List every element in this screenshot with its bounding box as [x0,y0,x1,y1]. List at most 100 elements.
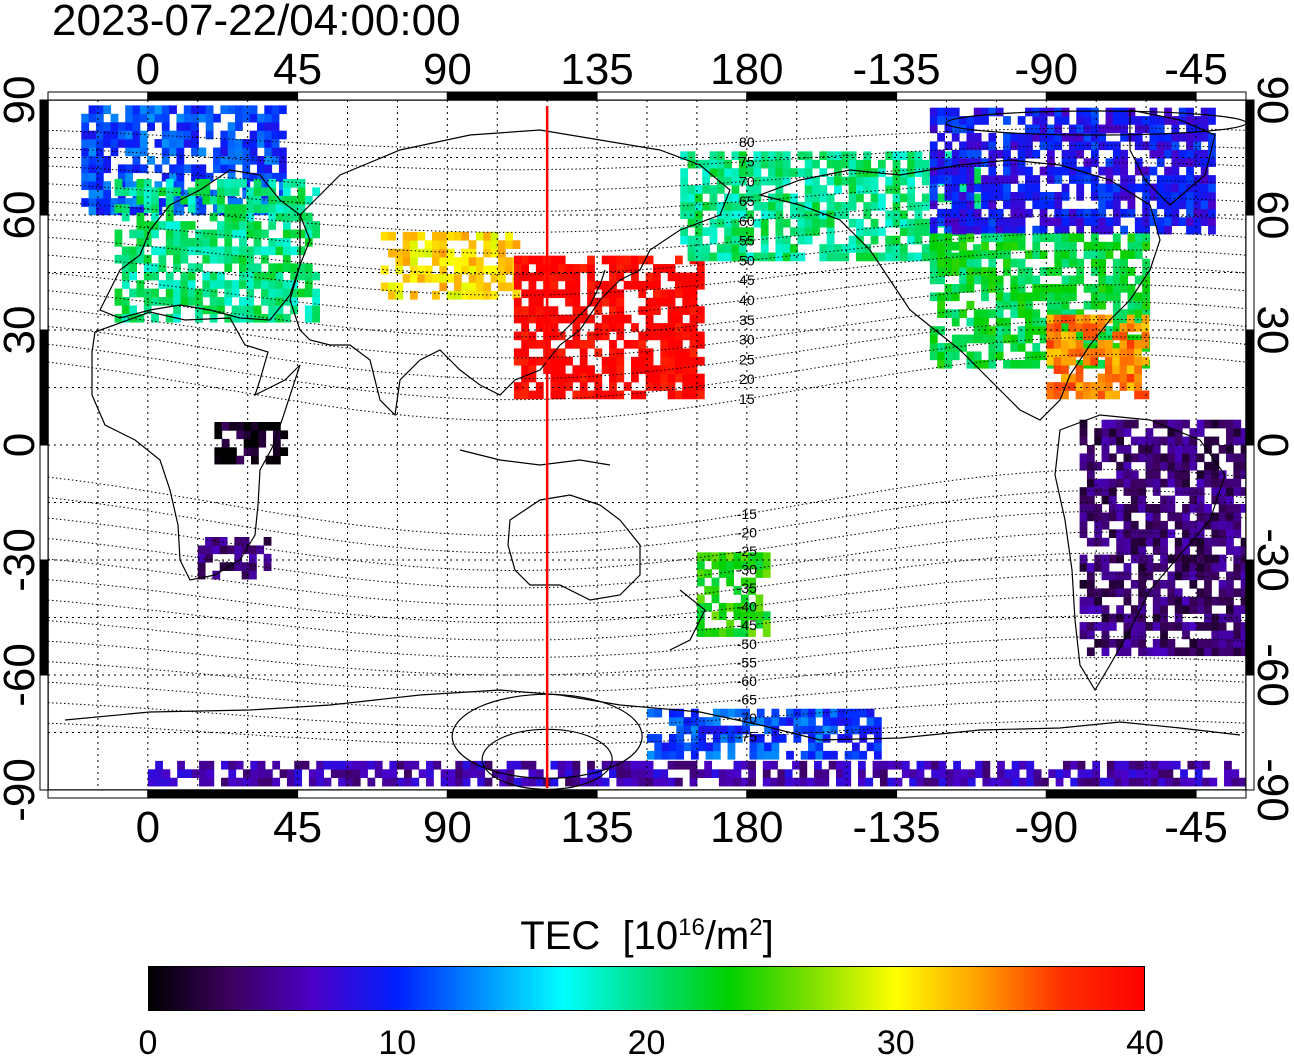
tec-cell [286,769,295,778]
tec-cell [535,356,544,366]
tec-cell [988,359,997,369]
tec-cell [264,122,273,131]
tec-cell [1204,546,1212,555]
tec-cell [475,265,484,275]
tec-cell [830,717,838,726]
colorbar-unit-base: [10 [622,914,679,958]
tec-cell [1076,107,1085,117]
tec-cell [870,193,879,203]
tec-cell [382,777,390,787]
tec-cell [513,272,522,282]
tec-cell [1200,217,1209,226]
tec-cell [1076,334,1085,344]
tec-cell [404,769,412,778]
tec-cell [117,172,126,182]
tec-cell [513,348,522,358]
tec-cell [1156,225,1165,235]
tec-cell [848,244,857,253]
tec-cell [631,769,639,778]
tec-cell [1068,292,1077,302]
tec-cell [1003,334,1011,344]
tec-cell [1134,365,1142,374]
tec-cell [180,288,189,298]
tec-cell [1127,175,1136,184]
tec-cell [491,769,500,778]
tec-cell [1082,314,1091,324]
tec-cell [1208,158,1216,167]
magnetic-latitude-label: -60 [737,673,757,689]
tec-cell [1101,638,1110,648]
tec-cell [764,717,772,726]
tec-cell [937,359,945,369]
tec-cell [812,227,820,236]
tec-cell [275,305,284,315]
tec-cell [727,742,736,752]
tec-cell [1112,267,1121,276]
tec-cell [731,193,740,203]
tec-cell [209,254,218,264]
tec-cell [960,777,969,787]
tec-cell [711,560,720,570]
tec-cell [1149,124,1158,134]
tec-cell [1094,554,1103,564]
longitude-tick-label-top: 135 [560,45,633,94]
tec-cell [921,227,930,236]
tec-cell [550,356,559,366]
tec-cell [1204,588,1212,598]
tec-cell [944,225,953,235]
tec-cell [1127,309,1136,318]
tec-cell [1134,382,1142,391]
tec-cell [616,373,625,383]
tec-cell [550,390,559,400]
tec-cell [973,141,982,151]
tec-cell [775,227,784,236]
tec-cell [631,339,639,349]
tec-cell [209,246,218,256]
tec-cell [966,284,975,293]
tec-cell [1142,241,1150,251]
tec-cell [1187,777,1196,787]
tec-cell [272,438,281,448]
tec-cell [1032,250,1041,259]
tec-cell [698,742,707,752]
tec-cell [1076,267,1085,276]
tec-cell [81,122,90,131]
tec-cell [790,244,798,253]
tec-cell [973,149,982,159]
tec-cell [1046,132,1055,142]
tec-cell [616,348,625,358]
tec-cell [921,159,930,169]
tec-cell [1218,622,1227,631]
tec-cell [1226,630,1234,640]
tec-cell [557,356,566,366]
tec-cell [945,777,954,787]
tec-cell [1025,124,1033,134]
tec-cell [718,628,727,637]
tec-cell [191,122,199,131]
tec-cell [260,254,269,264]
tec-cell [865,777,874,787]
tec-cell [1003,175,1011,184]
tec-cell [1189,487,1198,496]
tec-cell [1108,419,1117,429]
tec-cell [1079,596,1088,606]
tec-cell [1160,647,1168,657]
tec-cell [1138,563,1146,572]
tec-cell [1240,647,1246,657]
tec-cell [1104,348,1113,358]
tec-cell [173,263,181,272]
tec-cell [1025,309,1033,318]
tec-cell [483,240,492,249]
tec-cell [885,235,894,245]
tec-cell [221,760,229,770]
tec-cell [812,193,820,203]
tec-cell [1187,760,1196,770]
tec-cell [687,235,696,245]
tec-cell [312,297,321,306]
tec-cell [209,297,218,306]
tec-cell [841,201,850,211]
tec-cell [1046,158,1055,167]
tec-cell [995,343,1004,352]
tec-cell [95,113,104,123]
tec-cell [1138,622,1146,631]
